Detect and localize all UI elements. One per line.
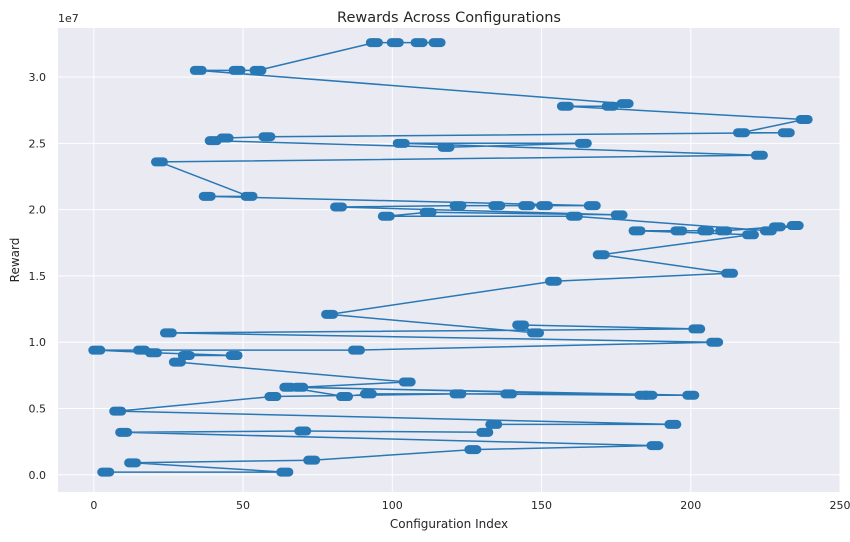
x-tick-labels: 0 50 100 150 200 250 <box>90 499 850 512</box>
x-tick-label: 0 <box>90 499 97 512</box>
x-tick-label: 150 <box>531 499 552 512</box>
y-axis-offset-label: 1e7 <box>58 12 79 25</box>
plot-area-background <box>58 28 840 492</box>
x-axis-label: Configuration Index <box>390 517 508 531</box>
y-tick-label: 2.5 <box>29 137 47 150</box>
x-tick-label: 250 <box>830 499 850 512</box>
y-tick-label: 3.0 <box>29 71 47 84</box>
x-tick-label: 100 <box>382 499 403 512</box>
gridlines <box>58 28 841 492</box>
y-tick-labels: 0.0 0.5 1.0 1.5 2.0 2.5 3.0 <box>29 71 47 482</box>
x-tick-label: 50 <box>236 499 250 512</box>
y-axis-label: Reward <box>8 238 22 283</box>
y-tick-label: 1.0 <box>29 336 47 349</box>
y-tick-label: 1.5 <box>29 270 47 283</box>
y-tick-label: 2.0 <box>29 204 47 217</box>
chart-title: Rewards Across Configurations <box>337 10 561 26</box>
markers-group <box>88 38 813 477</box>
x-tick-label: 200 <box>680 499 701 512</box>
y-tick-label: 0.0 <box>29 469 47 482</box>
y-tick-label: 0.5 <box>29 402 47 415</box>
